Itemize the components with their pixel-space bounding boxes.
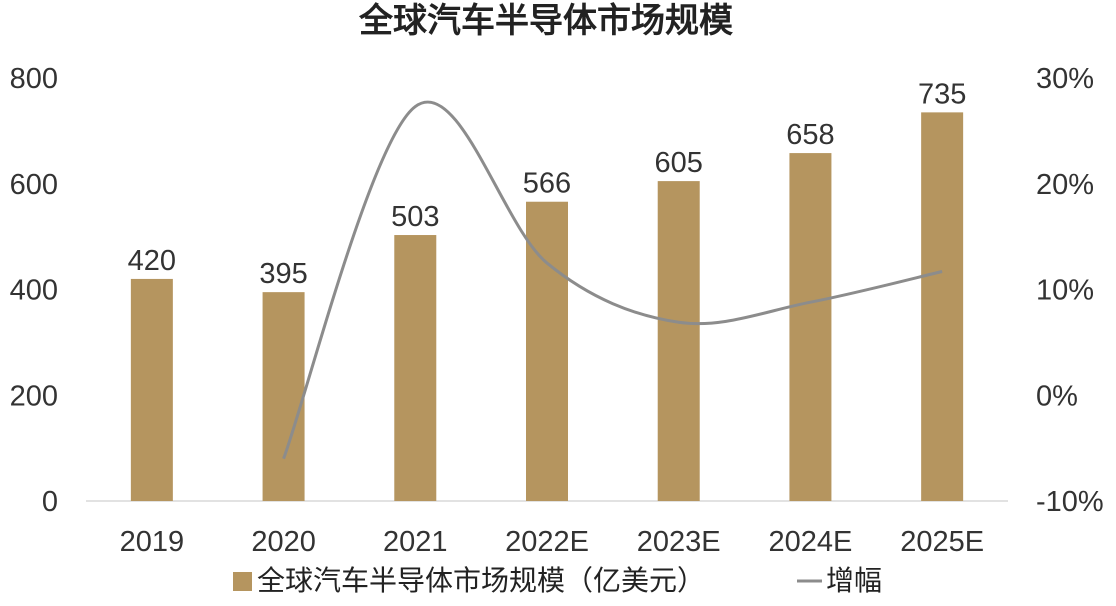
bar-data-label: 395 <box>259 258 307 290</box>
y-right-tick-label: 20% <box>1036 169 1094 201</box>
x-tick-label: 2022E <box>505 526 589 558</box>
bar-data-label: 605 <box>655 147 703 179</box>
line-layer <box>282 100 943 460</box>
y-left-tick-label: 400 <box>10 275 58 307</box>
bar <box>921 112 964 502</box>
chart-title: 全球汽车半导体市场规模 <box>358 1 733 41</box>
x-tick-label: 2020 <box>251 526 316 558</box>
bar <box>526 201 568 502</box>
bar-data-label: 735 <box>918 78 966 110</box>
y-left-tick-label: 600 <box>10 169 58 201</box>
bar-data-label: 566 <box>523 168 571 200</box>
legend-line-label: 增幅 <box>826 564 882 597</box>
bar <box>130 278 173 501</box>
legend: 全球汽车半导体市场规模（亿美元） 增幅 <box>233 564 882 597</box>
x-tick-label: 2019 <box>120 526 185 558</box>
label-layer: 420 395 503 566 605 658 735 <box>128 78 967 290</box>
bar-data-label: 503 <box>391 201 439 233</box>
bar <box>394 235 437 501</box>
y-right-tick-label: 0% <box>1036 380 1078 412</box>
x-tick-label: 2023E <box>637 526 721 558</box>
bar <box>657 181 700 501</box>
x-tick-label: 2021 <box>383 526 448 558</box>
x-tick-label: 2024E <box>768 526 852 558</box>
bar-data-label: 420 <box>128 245 176 277</box>
legend-bar-label: 全球汽车半导体市场规模（亿美元） <box>257 564 705 597</box>
bar <box>789 153 832 501</box>
y-right-tick-label: -10% <box>1036 486 1104 518</box>
y-right-tick-label: 30% <box>1036 63 1094 95</box>
y-right-tick-label: 10% <box>1036 275 1094 307</box>
legend-bar-swatch <box>233 572 252 591</box>
axis-layer: 0 200 400 600 800 -10% 0% 10% 20% 30% 2019 2020 2021… <box>10 63 1104 558</box>
y-left-tick-label: 800 <box>10 63 58 95</box>
y-left-tick-label: 0 <box>42 486 58 518</box>
bar-layer <box>130 112 964 502</box>
bar <box>262 292 305 501</box>
y-left-tick-label: 200 <box>10 380 58 412</box>
x-tick-label: 2025E <box>900 526 984 558</box>
bar-data-label: 658 <box>786 119 834 151</box>
growth-line <box>282 100 943 460</box>
